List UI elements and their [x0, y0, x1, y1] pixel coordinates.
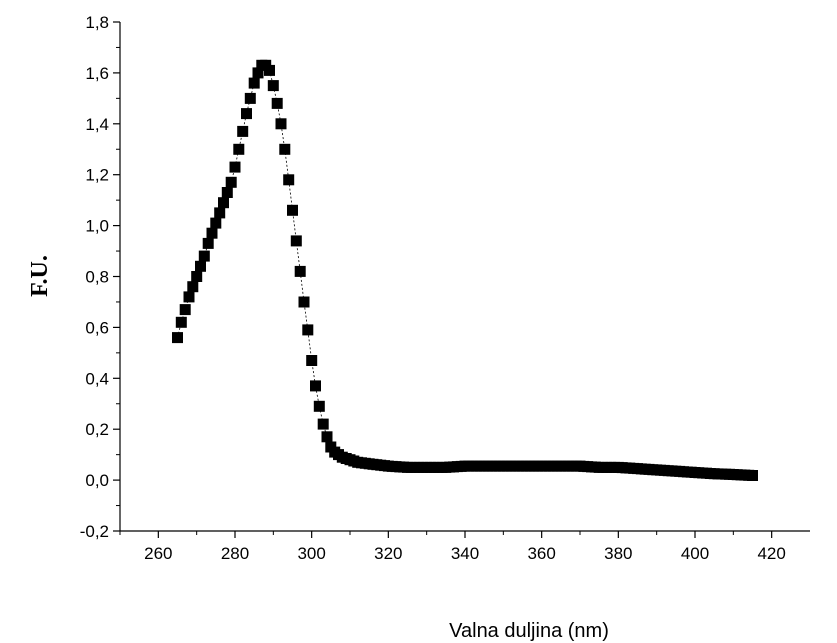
y-tick-label: 1,2: [85, 166, 109, 185]
data-point: [276, 118, 287, 129]
x-tick-label: 420: [757, 544, 785, 563]
data-points: [172, 60, 758, 481]
data-point: [176, 317, 187, 328]
x-tick-label: 340: [451, 544, 479, 563]
x-ticks: 260 280 300 320 340 360 380 400 420: [120, 531, 786, 563]
data-point: [203, 238, 214, 249]
data-point: [233, 144, 244, 155]
x-tick-label: 400: [681, 544, 709, 563]
axes: [120, 22, 810, 531]
data-point: [299, 297, 310, 308]
y-tick-label: 0,8: [85, 268, 109, 287]
y-tick-label: 0,4: [85, 369, 109, 388]
x-tick-label: 360: [527, 544, 555, 563]
data-point: [249, 78, 260, 89]
data-point: [264, 65, 275, 76]
data-point: [245, 93, 256, 104]
y-tick-label: 0,0: [85, 471, 109, 490]
data-point: [314, 401, 325, 412]
x-tick-label: 300: [297, 544, 325, 563]
data-point: [322, 431, 333, 442]
y-tick-label: 1,8: [85, 13, 109, 32]
y-tick-label: 1,0: [85, 217, 109, 236]
y-tick-label: -0,2: [80, 522, 109, 541]
x-tick-label: 280: [221, 544, 249, 563]
data-point: [207, 228, 218, 239]
y-axis-label: F.U.: [27, 255, 53, 297]
x-tick-label: 260: [144, 544, 172, 563]
data-point: [195, 261, 206, 272]
data-point: [283, 174, 294, 185]
series-line: [178, 65, 753, 475]
y-tick-label: 0,2: [85, 420, 109, 439]
data-point: [310, 380, 321, 391]
data-point: [241, 108, 252, 119]
y-tick-label: 1,6: [85, 64, 109, 83]
data-point: [268, 80, 279, 91]
x-tick-label: 320: [374, 544, 402, 563]
data-point: [214, 207, 225, 218]
data-point: [302, 324, 313, 335]
y-tick-label: 0,6: [85, 318, 109, 337]
data-point: [184, 291, 195, 302]
data-point: [218, 197, 229, 208]
data-point: [295, 266, 306, 277]
y-tick-label: 1,4: [85, 115, 109, 134]
y-ticks: -0,2 0,0 0,2 0,4 0,6 0,8 1,0 1,2 1,4 1,6 1,8: [80, 13, 120, 541]
x-axis-label: Valna duljina (nm): [449, 620, 609, 642]
x-tick-label: 380: [604, 544, 632, 563]
